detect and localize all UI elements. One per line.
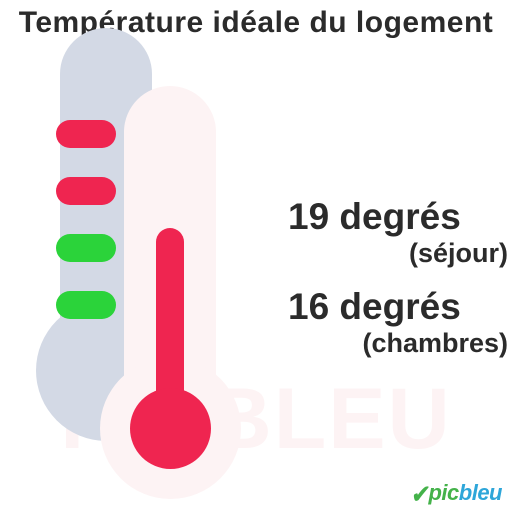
thermo-fluid <box>156 228 184 408</box>
temp-block-0: 19 degrés(séjour) <box>288 196 508 269</box>
logo-text-b: bleu <box>459 480 502 505</box>
infographic-canvas: { "type": "infographic", "dimensions": {… <box>0 0 512 512</box>
footer-logo: ✔picbleu <box>410 480 502 506</box>
temp-main-1: 16 degrés <box>288 286 508 328</box>
temp-block-1: 16 degrés(chambres) <box>288 286 508 359</box>
logo-swoosh-icon: ✔ <box>408 481 429 509</box>
thermo-tick-0 <box>56 120 116 148</box>
temp-sub-1: (chambres) <box>288 328 508 359</box>
thermo-tick-3 <box>56 291 116 319</box>
logo-text-a: pic <box>428 480 458 505</box>
thermo-bulb-fluid <box>130 388 211 469</box>
temp-sub-0: (séjour) <box>288 238 508 269</box>
temp-main-0: 19 degrés <box>288 196 508 238</box>
thermo-fluid-channel <box>156 108 184 408</box>
thermo-tick-1 <box>56 177 116 205</box>
thermometer <box>100 58 240 488</box>
thermo-tick-2 <box>56 234 116 262</box>
